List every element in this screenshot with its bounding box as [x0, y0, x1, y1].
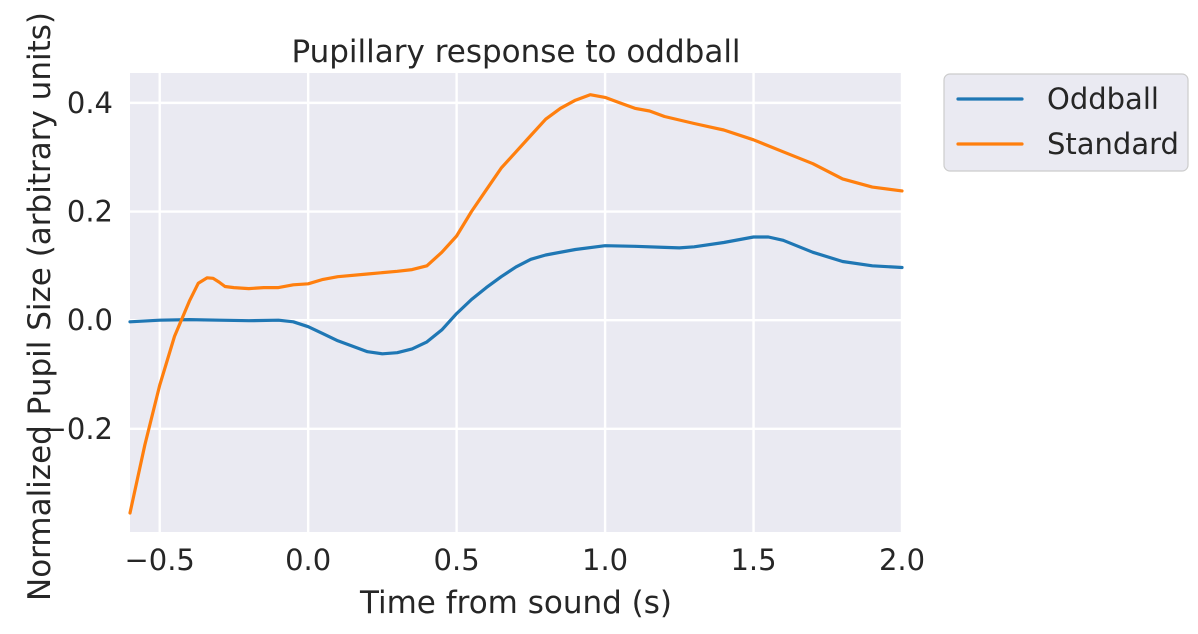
plot-area [130, 73, 902, 532]
chart-title: Pupillary response to oddball [291, 34, 740, 70]
x-tick-label: 1.5 [730, 543, 776, 577]
x-tick-label: 1.0 [582, 543, 628, 577]
y-tick-label: 0.4 [67, 86, 113, 120]
legend-label-oddball: Oddball [1047, 82, 1159, 116]
x-tick-label: 0.0 [285, 543, 331, 577]
legend: Oddball Standard [943, 73, 1189, 172]
series-lines [128, 93, 904, 515]
y-tick-label: 0.0 [67, 303, 113, 337]
series-line-standard [128, 93, 904, 515]
legend-label-standard: Standard [1047, 127, 1179, 161]
y-tick-label: −0.2 [43, 412, 113, 446]
series-line-oddball [128, 235, 904, 356]
y-axis-title: Normalized Pupil Size (arbitrary units) [22, 12, 58, 601]
y-tick-label: 0.2 [67, 195, 113, 229]
x-tick-label: 0.5 [434, 543, 480, 577]
tick-labels: −0.5 0.0 0.5 1.0 1.5 2.0 −0.2 0.0 0.2 0.4 [43, 86, 925, 577]
gridlines [130, 73, 904, 532]
x-axis-title: Time from sound (s) [359, 585, 672, 621]
x-tick-label: 2.0 [879, 543, 925, 577]
x-tick-label: −0.5 [124, 543, 194, 577]
